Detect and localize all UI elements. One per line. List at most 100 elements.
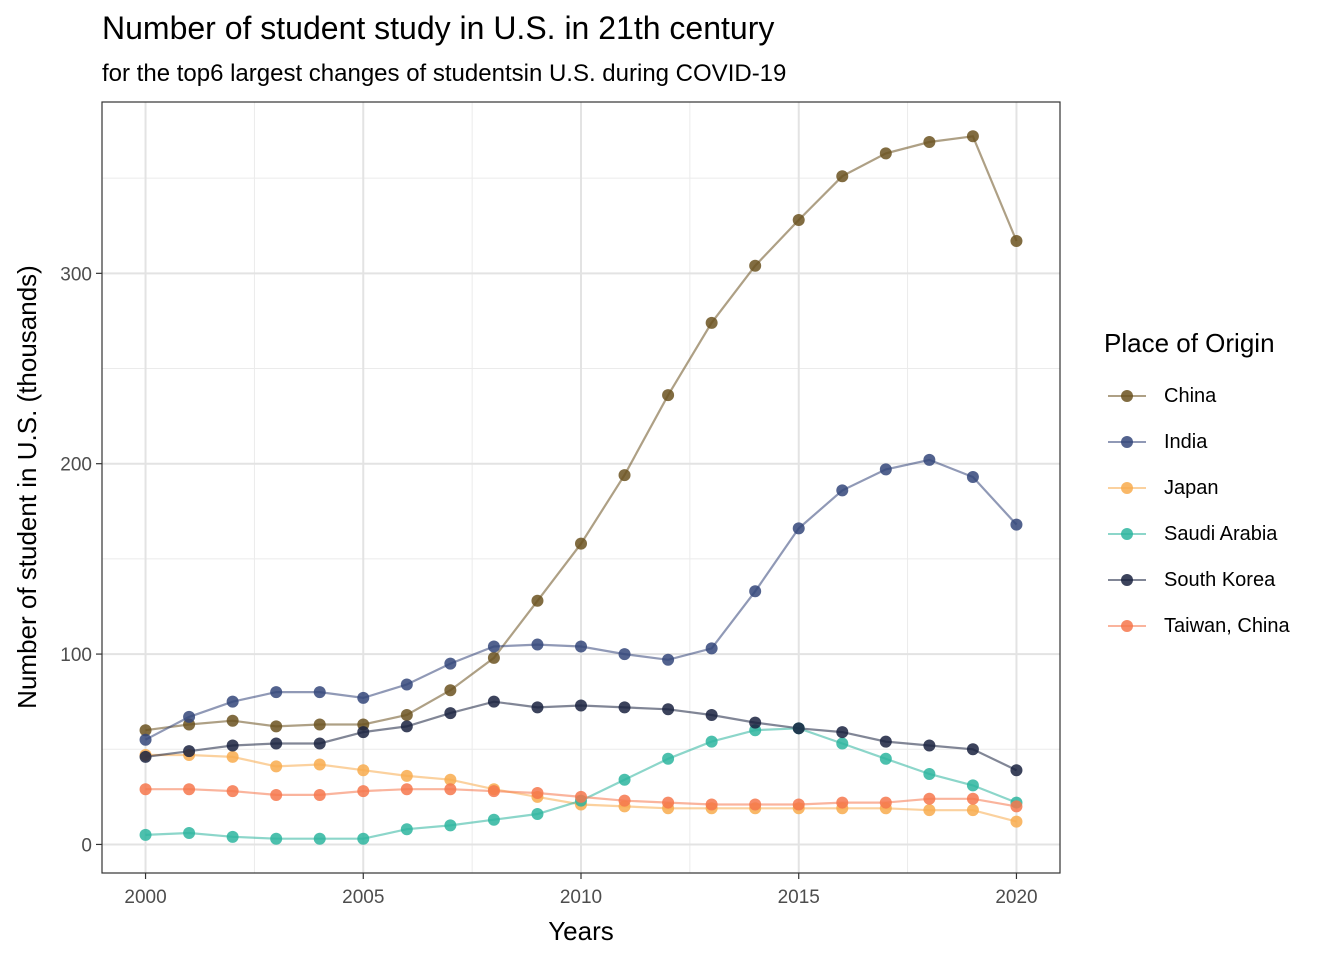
data-point-india	[705, 642, 718, 655]
data-point-saudi-arabia	[226, 830, 239, 843]
data-point-japan	[923, 804, 936, 817]
data-point-japan	[226, 750, 239, 763]
data-point-south-korea	[966, 743, 979, 756]
legend-title: Place of Origin	[1104, 328, 1275, 358]
data-point-china	[966, 130, 979, 143]
data-point-south-korea	[139, 750, 152, 763]
data-point-china	[879, 147, 892, 160]
data-point-china	[705, 316, 718, 329]
legend-key-india	[1104, 432, 1150, 452]
data-point-taiwan-china	[139, 783, 152, 796]
data-point-china	[618, 469, 631, 482]
x-tick-label: 2000	[124, 887, 166, 908]
data-point-taiwan-china	[662, 796, 675, 809]
legend-key-south-korea	[1104, 570, 1150, 590]
data-point-china	[662, 389, 675, 402]
data-point-india	[270, 686, 283, 699]
data-point-china	[531, 594, 544, 607]
data-point-india	[575, 640, 587, 653]
data-point-taiwan-china	[1010, 800, 1023, 813]
data-point-saudi-arabia	[357, 832, 370, 845]
data-point-india	[662, 653, 675, 666]
data-point-china	[575, 537, 587, 550]
data-point-taiwan-china	[879, 796, 892, 809]
data-point-south-korea	[836, 726, 849, 739]
legend-items: China India Japan Saudi Arabia South Korea Ta…	[1104, 373, 1334, 649]
data-point-saudi-arabia	[531, 807, 544, 820]
y-tick-label: 100	[60, 645, 92, 666]
data-point-japan	[444, 773, 457, 786]
y-tick-label: 200	[60, 455, 92, 476]
data-point-taiwan-china	[400, 783, 413, 796]
legend-label: China	[1164, 384, 1217, 407]
legend-item-saudi-arabia: Saudi Arabia	[1104, 511, 1334, 557]
y-axis-title: Number of student in U.S. (thousands)	[12, 265, 42, 709]
data-point-japan	[357, 764, 370, 777]
data-point-taiwan-china	[575, 790, 587, 803]
data-point-taiwan-china	[444, 783, 457, 796]
data-point-taiwan-china	[270, 788, 283, 801]
legend-key-japan	[1104, 478, 1150, 498]
data-point-india	[879, 463, 892, 476]
data-point-japan	[1010, 815, 1023, 828]
data-point-south-korea	[270, 737, 283, 750]
chart-subtitle: for the top6 largest changes of students…	[102, 60, 787, 87]
data-point-china	[139, 724, 152, 737]
data-point-saudi-arabia	[313, 832, 326, 845]
data-point-south-korea	[357, 726, 370, 739]
data-point-india	[836, 484, 849, 497]
x-axis: 2000 2005 2010 2015 2020	[124, 873, 1038, 908]
data-point-taiwan-china	[923, 792, 936, 805]
data-point-south-korea	[923, 739, 936, 752]
data-point-taiwan-china	[487, 785, 500, 798]
data-point-taiwan-china	[705, 798, 718, 811]
data-point-south-korea	[1010, 764, 1023, 777]
data-point-south-korea	[662, 703, 675, 716]
data-point-south-korea	[400, 720, 413, 733]
series-points	[139, 130, 1023, 845]
data-point-saudi-arabia	[836, 737, 849, 750]
data-point-japan	[270, 760, 283, 773]
data-point-china	[792, 214, 805, 227]
data-point-south-korea	[792, 722, 805, 735]
data-point-taiwan-china	[183, 783, 196, 796]
data-point-taiwan-china	[836, 796, 849, 809]
data-point-saudi-arabia	[879, 752, 892, 765]
legend-key-china	[1104, 386, 1150, 406]
data-point-china	[749, 259, 762, 272]
data-point-taiwan-china	[966, 792, 979, 805]
data-point-india	[226, 695, 239, 708]
legend-label: Saudi Arabia	[1164, 522, 1278, 545]
legend-item-south-korea: South Korea	[1104, 557, 1334, 603]
data-point-saudi-arabia	[183, 827, 196, 840]
data-point-south-korea	[183, 745, 196, 758]
x-tick-label: 2020	[995, 887, 1037, 908]
data-point-saudi-arabia	[618, 773, 631, 786]
data-point-china	[444, 684, 457, 697]
legend-label: South Korea	[1164, 568, 1276, 591]
data-point-japan	[313, 758, 326, 771]
legend-item-india: India	[1104, 419, 1334, 465]
data-point-india	[966, 471, 979, 484]
legend-item-taiwan-china: Taiwan, China	[1104, 603, 1334, 649]
data-point-south-korea	[575, 699, 587, 712]
data-point-india	[923, 453, 936, 466]
data-point-india	[183, 710, 196, 723]
data-point-saudi-arabia	[444, 819, 457, 832]
data-point-taiwan-china	[531, 787, 544, 800]
x-tick-label: 2015	[778, 887, 820, 908]
legend-key-taiwan-china	[1104, 616, 1150, 636]
legend-item-japan: Japan	[1104, 465, 1334, 511]
data-point-south-korea	[487, 695, 500, 708]
data-point-china	[270, 720, 283, 733]
data-point-india	[749, 585, 762, 598]
chart-title: Number of student study in U.S. in 21th …	[102, 10, 775, 46]
data-point-south-korea	[705, 708, 718, 721]
data-point-taiwan-china	[357, 785, 370, 798]
data-point-south-korea	[749, 716, 762, 729]
data-point-india	[792, 522, 805, 535]
major-gridlines	[102, 102, 1060, 873]
data-point-saudi-arabia	[400, 823, 413, 836]
x-tick-label: 2010	[560, 887, 602, 908]
data-point-saudi-arabia	[923, 768, 936, 781]
